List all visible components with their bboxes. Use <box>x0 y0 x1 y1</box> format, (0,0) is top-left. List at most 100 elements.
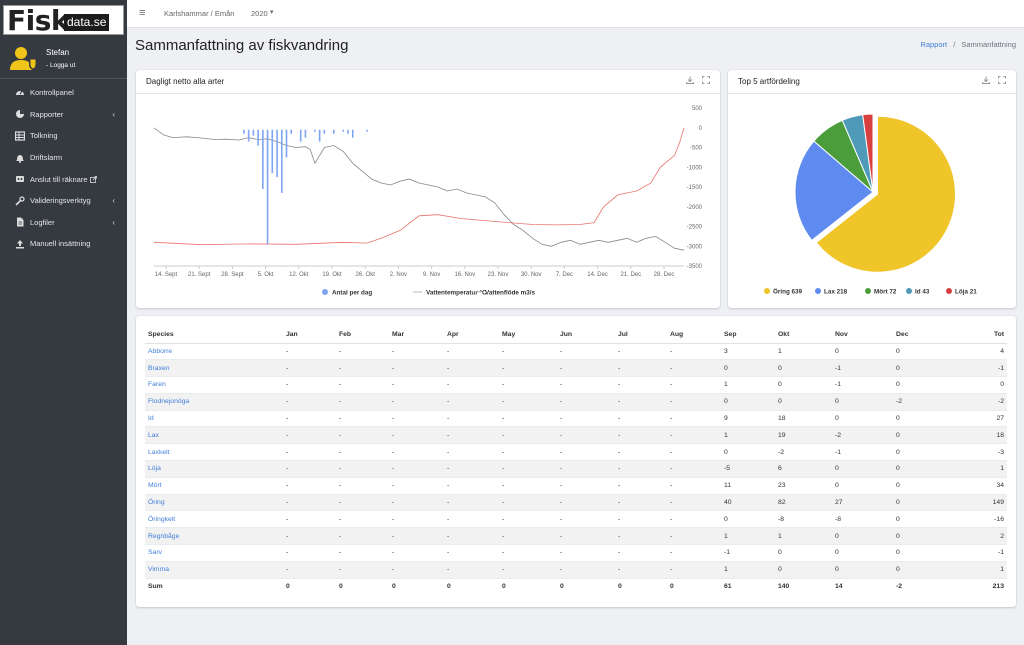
legend-label[interactable]: Löja 21 <box>955 289 977 296</box>
x-tick-label: 16. Nov <box>454 272 475 278</box>
table-cell: 23 <box>775 476 832 495</box>
table-cell: 1 <box>947 460 1007 478</box>
user-icon <box>10 47 37 70</box>
table-cell: -1 <box>947 359 1007 377</box>
species-link[interactable]: Öringkelt <box>145 510 283 528</box>
y-tick-label: 500 <box>692 106 703 112</box>
column-header[interactable]: May <box>499 326 557 344</box>
table-cell: - <box>557 460 615 478</box>
pie-slice-löja[interactable] <box>862 113 874 193</box>
x-tick-label: 7. Dec <box>556 272 573 278</box>
table-cell: - <box>499 493 557 511</box>
table-cell: 0 <box>893 409 947 427</box>
table-cell: - <box>336 359 389 377</box>
table-cell: - <box>499 342 557 360</box>
column-header[interactable]: Apr <box>444 326 499 344</box>
table-cell: - <box>557 359 615 377</box>
y-tick-label: -2000 <box>687 205 703 211</box>
species-link[interactable]: Braxen <box>145 359 283 377</box>
column-header[interactable]: Jul <box>615 326 667 344</box>
sidebar-item-tolkning[interactable]: Tolkning <box>0 125 127 147</box>
table-cell: - <box>444 544 499 562</box>
download-icon[interactable] <box>982 76 990 86</box>
breadcrumb-link-rapport[interactable]: Rapport <box>920 40 948 49</box>
count-bar <box>333 129 335 134</box>
legend-label[interactable]: Id 43 <box>915 289 930 296</box>
table-cell: 0 <box>947 376 1007 394</box>
column-header[interactable]: Species <box>145 326 283 344</box>
column-header[interactable]: Nov <box>832 326 893 344</box>
caret-down-icon[interactable]: ▾ <box>270 9 274 16</box>
table-cell: 0 <box>832 409 893 427</box>
species-link[interactable]: Lax <box>145 426 283 444</box>
species-link[interactable]: Abborre <box>145 342 283 360</box>
species-link[interactable]: Öring <box>145 493 283 511</box>
species-link[interactable]: Laxkelt <box>145 443 283 461</box>
species-link[interactable]: Flodnejonöga <box>145 392 283 411</box>
sidebar-item-anslut[interactable]: Anslut till räknare <box>0 168 127 190</box>
column-header[interactable]: Feb <box>336 326 389 344</box>
species-link[interactable]: Mört <box>145 476 283 495</box>
table-cell: 0 <box>893 527 947 545</box>
column-header[interactable]: Okt <box>775 326 832 344</box>
table-cell: 0 <box>893 544 947 562</box>
legend-label[interactable]: Lax 218 <box>824 289 848 296</box>
table-cell: - <box>283 359 336 377</box>
location-selector[interactable]: Karlshammar / Emån <box>164 9 235 18</box>
legend-label[interactable]: Mört 72 <box>874 289 897 296</box>
logo[interactable]: Fisk data.se <box>3 4 124 37</box>
sidebar-item-rapporter[interactable]: Rapporter ‹ <box>0 104 127 126</box>
logout-link[interactable]: - Logga ut <box>46 62 76 69</box>
column-header[interactable]: Sep <box>721 326 775 344</box>
sidebar-item-valideringsverktyg[interactable]: Valideringsverktyg ‹ <box>0 190 127 212</box>
column-header[interactable]: Jan <box>283 326 336 344</box>
table-cell: - <box>389 359 444 377</box>
table-cell: - <box>557 409 615 427</box>
count-bar <box>351 129 354 138</box>
y-tick-label: -3000 <box>687 244 703 250</box>
download-icon[interactable] <box>686 76 694 86</box>
table-cell: - <box>615 392 667 411</box>
sidebar-item-driftslarm[interactable]: Driftslarm <box>0 147 127 169</box>
species-link[interactable]: Faren <box>145 376 283 394</box>
species-link[interactable]: Sarv <box>145 544 283 562</box>
breadcrumb-current: Sammanfattning <box>961 40 1016 49</box>
table-cell: - <box>499 476 557 495</box>
column-header[interactable]: Aug <box>667 326 721 344</box>
pie-slice-öring[interactable] <box>815 115 956 273</box>
table-cell: 11 <box>721 476 775 495</box>
column-header[interactable]: Dec <box>893 326 947 344</box>
table-cell: - <box>615 376 667 394</box>
table-cell: 0 <box>893 376 947 394</box>
species-link[interactable]: Id <box>145 409 283 427</box>
table-cell: -1 <box>832 359 893 377</box>
sidebar-item-label: Driftslarm <box>30 153 63 163</box>
x-tick-label: 23. Nov <box>488 272 509 278</box>
species-link[interactable]: Löja <box>145 460 283 478</box>
y-tick-label: 0 <box>699 126 703 132</box>
table-cell: 0 <box>832 392 893 411</box>
pie-slice-lax[interactable] <box>794 140 874 242</box>
column-header[interactable]: Mar <box>389 326 444 344</box>
sidebar-item-manuell[interactable]: Manuell insättning <box>0 233 127 255</box>
table-cell: 1 <box>721 426 775 444</box>
table-cell: -1 <box>832 376 893 394</box>
y-tick-label: -1500 <box>687 185 703 191</box>
year-selector[interactable]: 2020 <box>251 9 268 18</box>
fullscreen-icon[interactable] <box>998 76 1006 86</box>
count-bar <box>323 129 326 134</box>
column-header[interactable]: Jun <box>557 326 615 344</box>
table-cell: 18 <box>775 409 832 427</box>
table-cell: - <box>667 527 721 545</box>
column-header[interactable]: Tot <box>947 326 1007 344</box>
species-link[interactable]: Vimma <box>145 560 283 579</box>
table-cell: - <box>615 544 667 562</box>
fullscreen-icon[interactable] <box>702 76 710 86</box>
line-chart: 500 0 -500 -1000 -1500 -2000 -2500 -3000 -3500 14… <box>153 106 703 297</box>
species-link[interactable]: Regnbåge <box>145 527 283 545</box>
sidebar-item-logfiler[interactable]: Logfiler ‹ <box>0 212 127 234</box>
legend-label[interactable]: Öring 639 <box>773 287 803 296</box>
hamburger-menu-icon[interactable]: ≡ <box>139 7 146 19</box>
sidebar-item-kontrollpanel[interactable]: Kontrollpanel <box>0 82 127 104</box>
x-tick-label: 28. Dec <box>654 272 675 278</box>
